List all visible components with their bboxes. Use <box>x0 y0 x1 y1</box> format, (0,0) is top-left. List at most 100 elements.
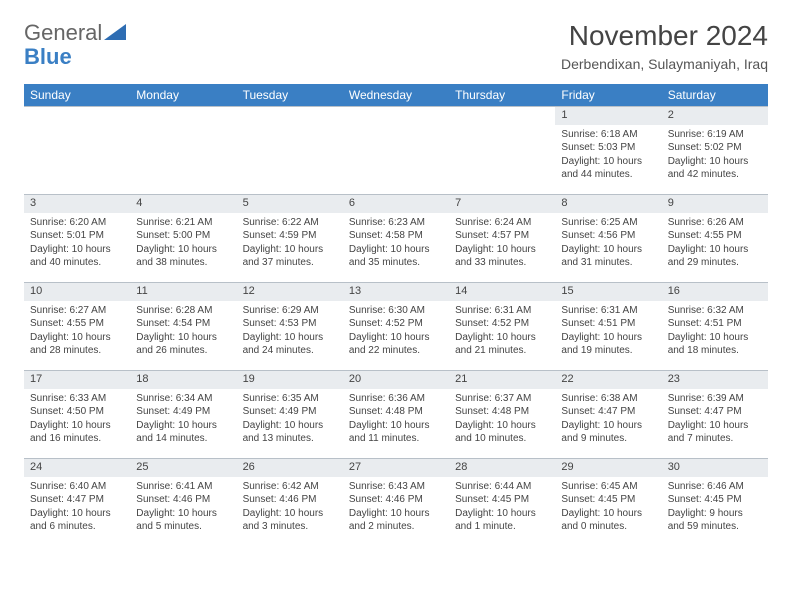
title-block: November 2024 Derbendixan, Sulaymaniyah,… <box>561 20 768 72</box>
day-body-cell: Sunrise: 6:33 AMSunset: 4:50 PMDaylight:… <box>24 389 130 459</box>
sunrise-text: Sunrise: 6:40 AM <box>30 480 124 494</box>
location: Derbendixan, Sulaymaniyah, Iraq <box>561 56 768 72</box>
daylight-text: Daylight: 10 hours <box>30 243 124 257</box>
sunset-text: Sunset: 4:57 PM <box>455 229 549 243</box>
daylight-text: Daylight: 10 hours <box>30 331 124 345</box>
sunrise-text: Sunrise: 6:26 AM <box>668 216 762 230</box>
daylight-text: Daylight: 10 hours <box>561 419 655 433</box>
sunrise-text: Sunrise: 6:18 AM <box>561 128 655 142</box>
day-body-cell: Sunrise: 6:43 AMSunset: 4:46 PMDaylight:… <box>343 477 449 547</box>
day-number-cell: 10 <box>24 283 130 301</box>
sunset-text: Sunset: 4:59 PM <box>243 229 337 243</box>
day-body-cell: Sunrise: 6:27 AMSunset: 4:55 PMDaylight:… <box>24 301 130 371</box>
daylight-text: Daylight: 10 hours <box>243 331 337 345</box>
daylight-text: and 2 minutes. <box>349 520 443 534</box>
day-number-cell: 16 <box>662 283 768 301</box>
header: General November 2024 Derbendixan, Sulay… <box>24 20 768 72</box>
daylight-text: and 29 minutes. <box>668 256 762 270</box>
day-number-cell: 20 <box>343 371 449 389</box>
daylight-text: and 59 minutes. <box>668 520 762 534</box>
daylight-text: Daylight: 10 hours <box>136 243 230 257</box>
daylight-text: Daylight: 10 hours <box>243 243 337 257</box>
weekday-header: Wednesday <box>343 84 449 107</box>
day-number-cell: 24 <box>24 459 130 477</box>
sunset-text: Sunset: 4:52 PM <box>349 317 443 331</box>
daylight-text: Daylight: 10 hours <box>136 419 230 433</box>
day-body-cell: Sunrise: 6:21 AMSunset: 5:00 PMDaylight:… <box>130 213 236 283</box>
weekday-header: Tuesday <box>237 84 343 107</box>
day-body-cell: Sunrise: 6:41 AMSunset: 4:46 PMDaylight:… <box>130 477 236 547</box>
day-number-cell: 22 <box>555 371 661 389</box>
daylight-text: Daylight: 10 hours <box>243 507 337 521</box>
day-number-cell: 29 <box>555 459 661 477</box>
day-number-cell: 21 <box>449 371 555 389</box>
sunset-text: Sunset: 4:50 PM <box>30 405 124 419</box>
sunrise-text: Sunrise: 6:38 AM <box>561 392 655 406</box>
sunrise-text: Sunrise: 6:37 AM <box>455 392 549 406</box>
daylight-text: Daylight: 10 hours <box>455 507 549 521</box>
day-number-cell <box>449 107 555 125</box>
day-body-cell: Sunrise: 6:31 AMSunset: 4:52 PMDaylight:… <box>449 301 555 371</box>
sunset-text: Sunset: 4:46 PM <box>349 493 443 507</box>
daylight-text: and 19 minutes. <box>561 344 655 358</box>
sunrise-text: Sunrise: 6:39 AM <box>668 392 762 406</box>
daylight-text: and 44 minutes. <box>561 168 655 182</box>
day-body-row: Sunrise: 6:18 AMSunset: 5:03 PMDaylight:… <box>24 125 768 195</box>
day-body-cell: Sunrise: 6:42 AMSunset: 4:46 PMDaylight:… <box>237 477 343 547</box>
day-body-cell: Sunrise: 6:26 AMSunset: 4:55 PMDaylight:… <box>662 213 768 283</box>
sunrise-text: Sunrise: 6:23 AM <box>349 216 443 230</box>
month-title: November 2024 <box>561 20 768 52</box>
sunset-text: Sunset: 4:55 PM <box>668 229 762 243</box>
sunset-text: Sunset: 4:53 PM <box>243 317 337 331</box>
daylight-text: and 37 minutes. <box>243 256 337 270</box>
sunset-text: Sunset: 4:46 PM <box>136 493 230 507</box>
sunset-text: Sunset: 5:00 PM <box>136 229 230 243</box>
sunset-text: Sunset: 4:51 PM <box>561 317 655 331</box>
day-body-row: Sunrise: 6:33 AMSunset: 4:50 PMDaylight:… <box>24 389 768 459</box>
weekday-header-row: Sunday Monday Tuesday Wednesday Thursday… <box>24 84 768 107</box>
sunset-text: Sunset: 4:45 PM <box>668 493 762 507</box>
logo: General <box>24 20 126 46</box>
sunset-text: Sunset: 4:51 PM <box>668 317 762 331</box>
sunrise-text: Sunrise: 6:45 AM <box>561 480 655 494</box>
daylight-text: and 9 minutes. <box>561 432 655 446</box>
day-number-cell: 14 <box>449 283 555 301</box>
daylight-text: and 13 minutes. <box>243 432 337 446</box>
sunset-text: Sunset: 4:45 PM <box>561 493 655 507</box>
sunrise-text: Sunrise: 6:36 AM <box>349 392 443 406</box>
day-number-cell: 4 <box>130 195 236 213</box>
day-number-cell <box>130 107 236 125</box>
day-body-cell <box>237 125 343 195</box>
daylight-text: and 22 minutes. <box>349 344 443 358</box>
daylight-text: Daylight: 10 hours <box>30 419 124 433</box>
sunrise-text: Sunrise: 6:29 AM <box>243 304 337 318</box>
daylight-text: Daylight: 10 hours <box>668 243 762 257</box>
day-number-cell <box>237 107 343 125</box>
day-body-cell <box>130 125 236 195</box>
sunrise-text: Sunrise: 6:24 AM <box>455 216 549 230</box>
daylight-text: and 31 minutes. <box>561 256 655 270</box>
logo-text-blue: Blue <box>24 44 72 69</box>
sunrise-text: Sunrise: 6:20 AM <box>30 216 124 230</box>
day-number-cell <box>343 107 449 125</box>
daylight-text: and 21 minutes. <box>455 344 549 358</box>
sunset-text: Sunset: 4:47 PM <box>30 493 124 507</box>
daylight-text: and 14 minutes. <box>136 432 230 446</box>
day-number-cell: 6 <box>343 195 449 213</box>
weekday-header: Thursday <box>449 84 555 107</box>
sunrise-text: Sunrise: 6:42 AM <box>243 480 337 494</box>
day-number-cell: 5 <box>237 195 343 213</box>
day-body-cell: Sunrise: 6:24 AMSunset: 4:57 PMDaylight:… <box>449 213 555 283</box>
day-number-cell: 7 <box>449 195 555 213</box>
sunrise-text: Sunrise: 6:22 AM <box>243 216 337 230</box>
daylight-text: Daylight: 10 hours <box>561 243 655 257</box>
sunset-text: Sunset: 4:47 PM <box>668 405 762 419</box>
daylight-text: and 0 minutes. <box>561 520 655 534</box>
sunset-text: Sunset: 4:49 PM <box>136 405 230 419</box>
sunset-text: Sunset: 4:45 PM <box>455 493 549 507</box>
day-body-row: Sunrise: 6:40 AMSunset: 4:47 PM Daylight:… <box>24 477 768 547</box>
sunrise-text: Sunrise: 6:43 AM <box>349 480 443 494</box>
sunset-text: Sunset: 5:03 PM <box>561 141 655 155</box>
daylight-text: Daylight: 10 hours <box>349 507 443 521</box>
day-body-cell: Sunrise: 6:36 AMSunset: 4:48 PMDaylight:… <box>343 389 449 459</box>
